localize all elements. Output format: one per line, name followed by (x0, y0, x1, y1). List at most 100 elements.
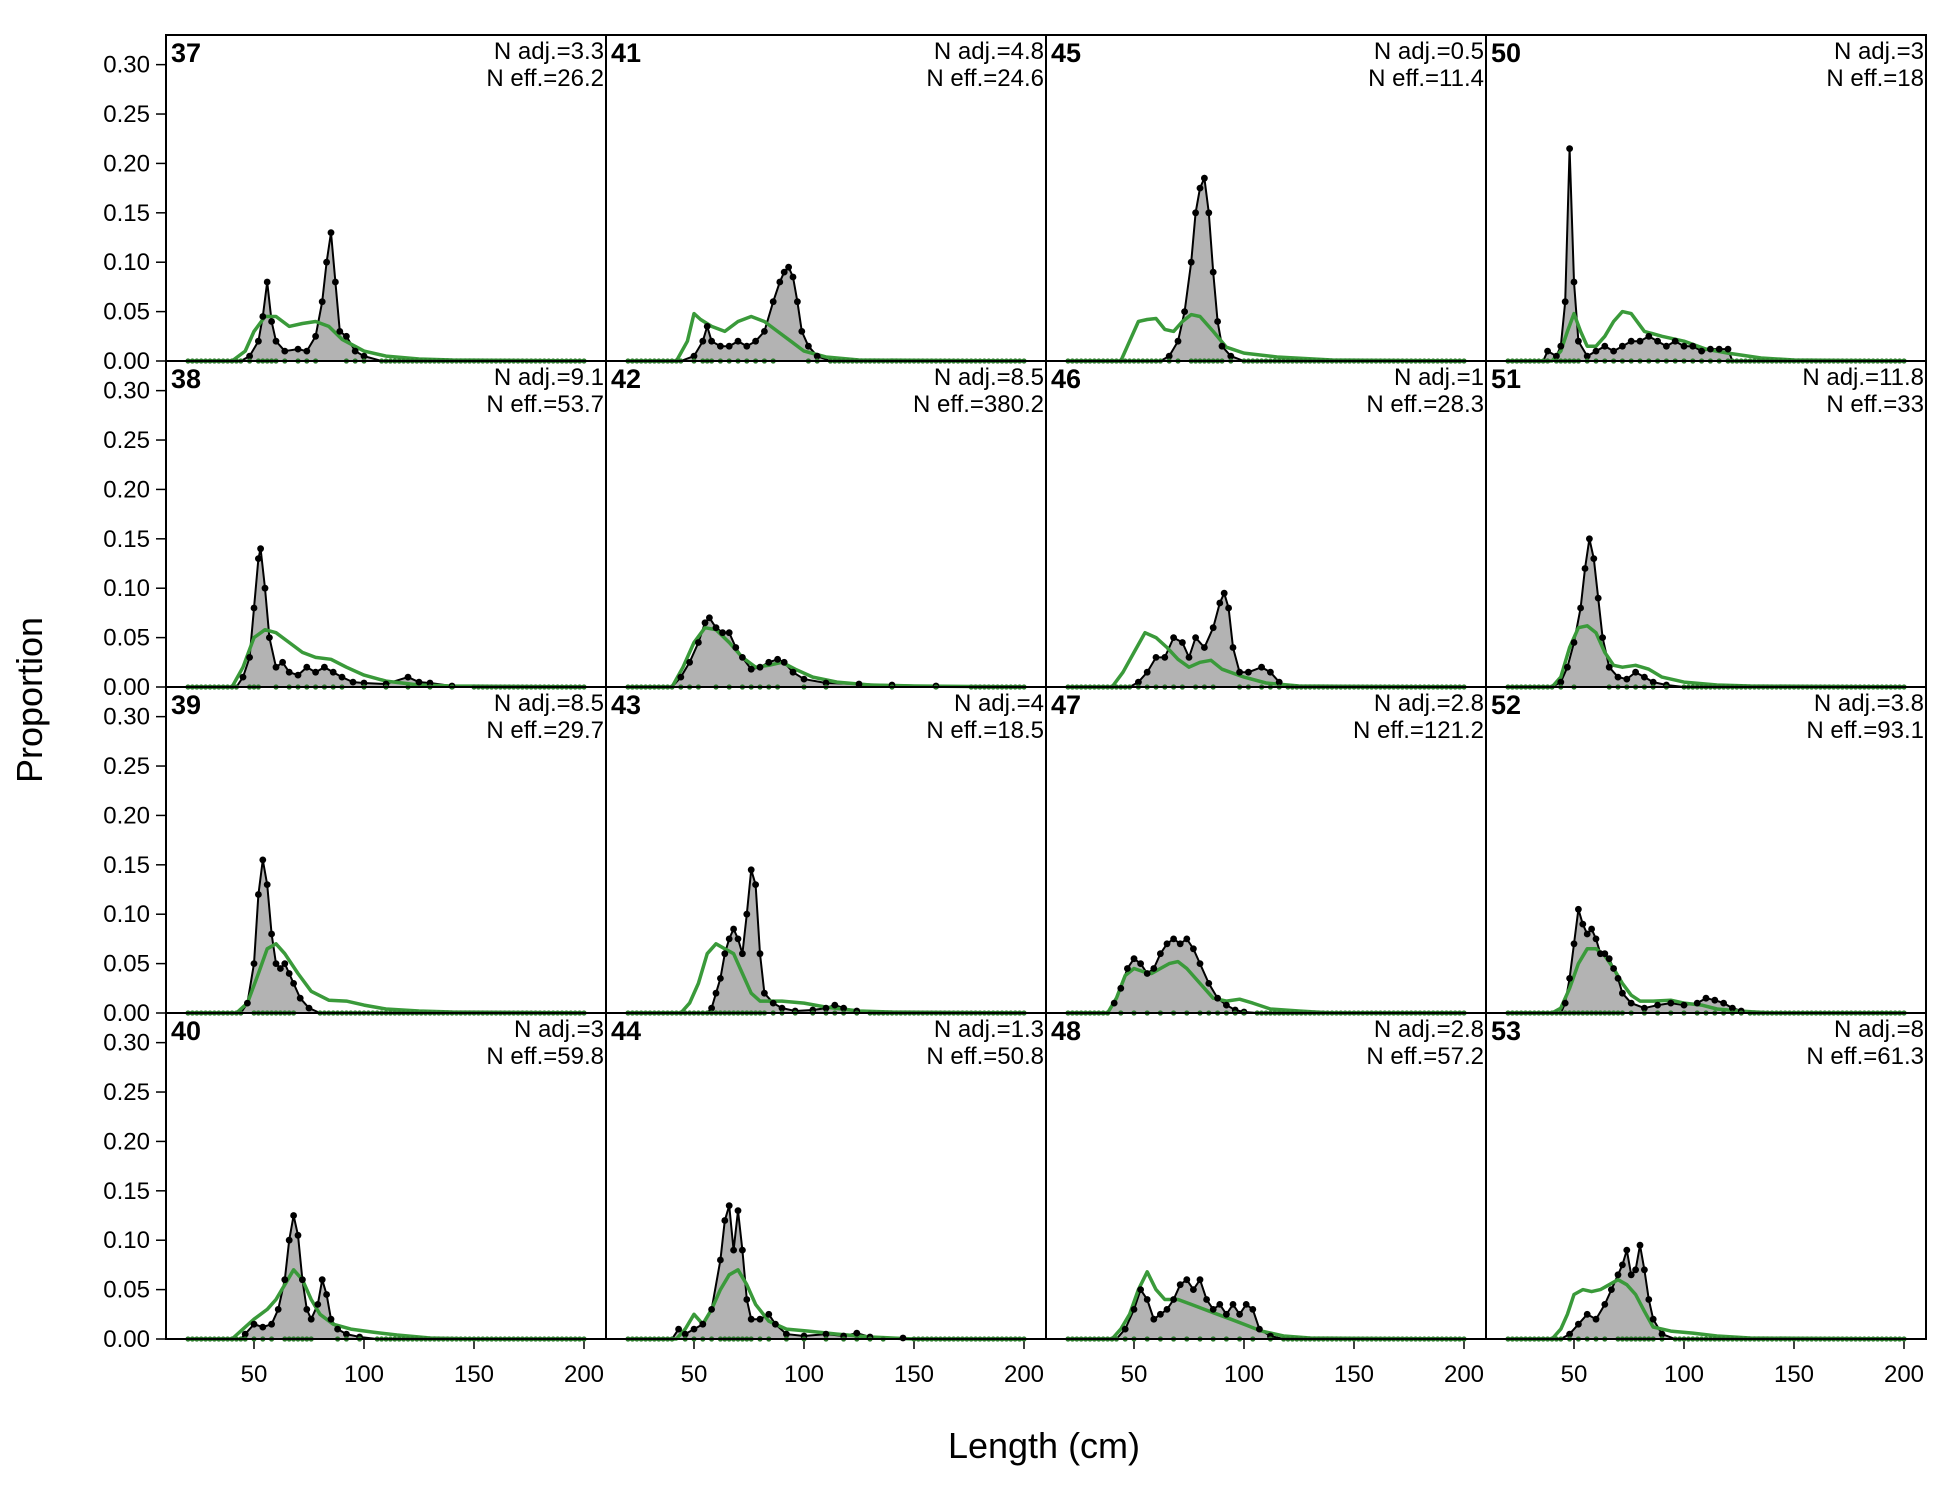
observed-point (1583, 1310, 1591, 1318)
observed-point (1121, 1325, 1129, 1333)
observed-point (855, 680, 863, 688)
n-adj-label: N adj.=4 (954, 690, 1044, 717)
y-tick-label: 0.25 (103, 427, 150, 454)
observed-point (1663, 342, 1670, 350)
observed-point (1693, 999, 1701, 1007)
panel-39: 39 N adj.=8.5N eff.=29.7 (165, 686, 607, 1016)
observed-point (721, 950, 729, 958)
observed-point (774, 655, 781, 663)
y-tick-label: 0.05 (103, 625, 150, 652)
observed-point (1214, 318, 1221, 325)
observed-point (303, 1306, 311, 1313)
observed-point (1190, 1286, 1197, 1293)
observed-point (708, 1004, 715, 1012)
n-eff-label: N eff.=29.7 (486, 717, 604, 744)
observed-point (1236, 668, 1243, 676)
x-tick-label: 50 (1561, 1361, 1588, 1388)
observed-point (415, 678, 423, 686)
observed-point (1174, 337, 1182, 345)
observed-point (747, 866, 755, 874)
panel-38: 38 N adj.=9.1N eff.=53.7 (165, 360, 607, 690)
observed-point (1201, 174, 1208, 182)
observed-point (780, 268, 788, 276)
y-tick-label: 0.30 (103, 52, 150, 79)
observed-point (701, 619, 709, 627)
observed-area (628, 617, 1024, 687)
n-adj-label: N adj.=2.8 (1374, 690, 1484, 717)
observed-point (1150, 965, 1158, 972)
panel-51: 51 N adj.=11.8N eff.=33 (1485, 360, 1927, 690)
y-tick-label: 0.00 (103, 1326, 150, 1353)
x-tick-label: 200 (1444, 1361, 1484, 1388)
observed-point (1170, 634, 1177, 641)
observed-point (1711, 996, 1719, 1004)
observed-point (303, 347, 311, 355)
observed-point (329, 668, 337, 676)
observed-point (255, 337, 262, 345)
observed-point (299, 1276, 306, 1284)
observed-line (188, 548, 584, 688)
y-tick-label: 0.00 (103, 348, 150, 375)
observed-point (831, 1001, 839, 1009)
panel-label: 50 (1491, 38, 1521, 68)
observed-point (266, 634, 273, 641)
observed-point (1229, 644, 1237, 651)
observed-point (268, 930, 275, 938)
observed-point (1566, 145, 1573, 153)
observed-area (1068, 938, 1464, 1013)
observed-point (1216, 599, 1224, 607)
observed-point (794, 298, 801, 306)
observed-point (690, 352, 698, 360)
n-adj-label: N adj.=0.5 (1374, 38, 1484, 65)
x-tick-label: 200 (1884, 1361, 1924, 1388)
observed-point (274, 1306, 282, 1313)
observed-point (1242, 1301, 1250, 1308)
observed-point (853, 1329, 861, 1337)
observed-point (1636, 1241, 1644, 1249)
observed-point (789, 273, 797, 281)
panel-41: 41 N adj.=4.8N eff.=24.6 (605, 34, 1047, 364)
observed-point (332, 278, 339, 286)
observed-point (1223, 1310, 1230, 1318)
observed-point (1192, 634, 1199, 641)
n-adj-label: N adj.=2.8 (1374, 1016, 1484, 1043)
observed-point (1632, 1266, 1639, 1274)
observed-point (752, 881, 759, 888)
observed-point (776, 278, 784, 286)
observed-point (772, 1320, 779, 1328)
x-axis-title: Length (cm) (948, 1425, 1140, 1466)
observed-point (712, 989, 720, 997)
observed-point (404, 673, 412, 681)
observed-point (719, 629, 726, 637)
observed-point (1196, 960, 1204, 967)
n-adj-label: N adj.=9.1 (494, 364, 604, 391)
observed-point (1654, 1001, 1661, 1009)
observed-point (1588, 925, 1595, 933)
observed-point (1627, 1271, 1635, 1279)
panel-label: 37 (171, 38, 201, 68)
observed-point (675, 1325, 682, 1333)
observed-point (1165, 352, 1173, 360)
observed-point (765, 1310, 773, 1318)
observed-point (1601, 342, 1609, 350)
observed-point (1619, 342, 1626, 350)
observed-point (1667, 999, 1675, 1007)
observed-point (734, 337, 742, 345)
x-tick-label: 150 (894, 1361, 934, 1388)
observed-point (1671, 337, 1679, 345)
observed-point (1715, 345, 1723, 353)
y-tick-label: 0.30 (103, 378, 150, 405)
observed-point (272, 663, 280, 671)
expected-line (188, 942, 585, 1015)
observed-point (360, 352, 368, 360)
observed-point (294, 1231, 302, 1239)
observed-point (681, 1330, 689, 1338)
observed-point (239, 673, 247, 681)
observed-point (778, 1004, 786, 1012)
observed-point (426, 679, 434, 687)
x-tick-label: 50 (1121, 1361, 1148, 1388)
observed-point (281, 1276, 289, 1284)
observed-area (188, 859, 584, 1013)
observed-point (1137, 960, 1144, 967)
observed-point (800, 675, 808, 683)
